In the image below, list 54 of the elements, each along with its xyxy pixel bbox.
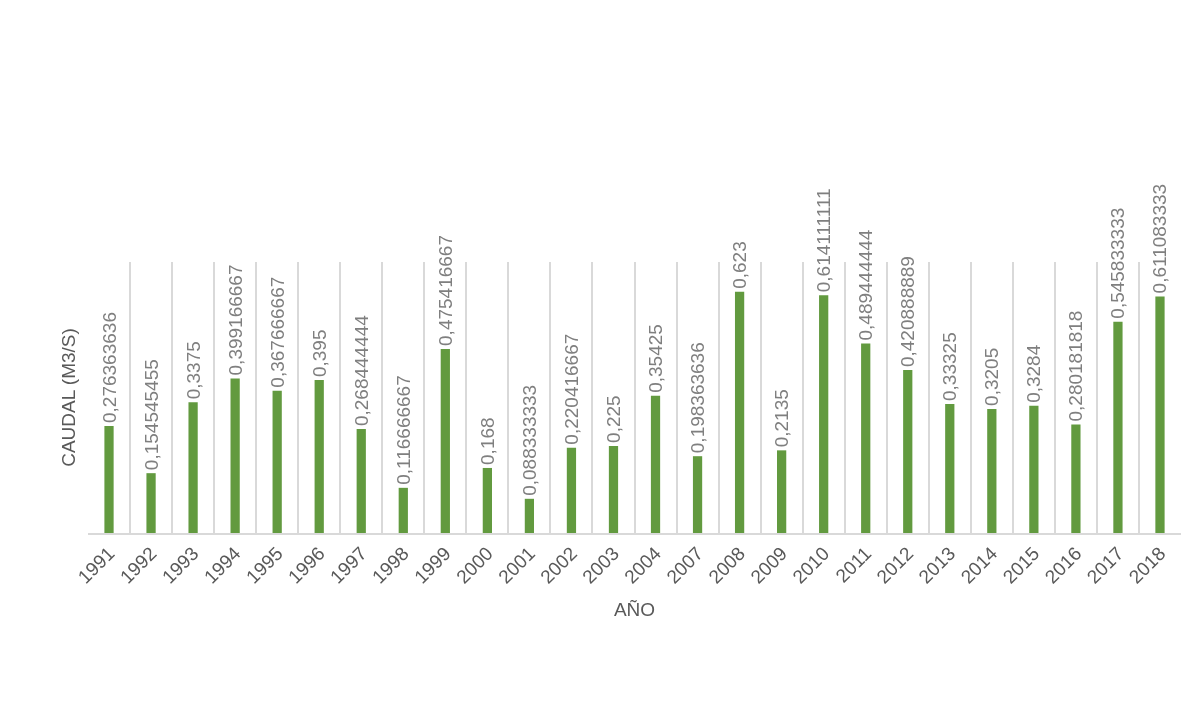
data-label: 0,268444444 — [350, 314, 372, 427]
bar — [524, 498, 535, 533]
bar — [945, 403, 955, 533]
bar — [692, 456, 703, 533]
bar — [314, 380, 324, 533]
data-label: 0,623 — [729, 241, 751, 289]
bar — [777, 450, 787, 533]
bar — [1071, 424, 1081, 533]
bar — [987, 408, 997, 533]
data-label: 0,3375 — [182, 341, 204, 400]
bar — [104, 426, 114, 533]
bar — [356, 429, 366, 533]
bar — [146, 473, 156, 533]
bar — [1155, 296, 1165, 533]
data-label: 0,168 — [476, 417, 498, 465]
bar — [1113, 321, 1123, 533]
data-label: 0,420888889 — [897, 256, 919, 368]
data-label: 0,614111111 — [813, 188, 835, 293]
data-label: 0,116666667 — [392, 375, 414, 485]
bar — [272, 390, 282, 533]
data-label: 0,3284 — [1023, 344, 1045, 403]
bar — [903, 370, 913, 533]
bar — [861, 343, 871, 533]
bar — [230, 378, 240, 533]
data-label: 0,2135 — [771, 389, 793, 448]
bar — [440, 348, 450, 533]
data-label: 0,3205 — [981, 347, 1003, 406]
bar — [608, 445, 619, 533]
data-label: 0,280181818 — [1065, 310, 1087, 422]
data-label: 0,489444444 — [855, 229, 877, 341]
data-label: 0,395 — [308, 329, 330, 378]
bar — [734, 291, 745, 533]
bar — [566, 447, 577, 533]
data-label: 0,154545455 — [140, 359, 162, 471]
bar — [650, 395, 661, 533]
data-label: 0,611083333 — [1149, 183, 1171, 294]
y-axis-title: CAUDAL (M3/S) — [57, 328, 79, 467]
bar — [398, 487, 408, 533]
data-label: 0,198363636 — [687, 342, 709, 454]
bar — [482, 467, 492, 533]
data-label: 0,367666667 — [266, 276, 288, 388]
data-label: 0,088333333 — [518, 384, 540, 496]
data-label: 0,33325 — [939, 332, 961, 401]
data-label: 0,35425 — [645, 324, 667, 393]
data-label: 0,225 — [602, 395, 624, 443]
bar — [819, 295, 829, 533]
x-axis-title: AÑO — [613, 598, 656, 620]
bar — [188, 402, 198, 533]
bar — [1029, 405, 1039, 533]
data-label: 0,276363636 — [98, 312, 120, 424]
data-label: 0,220416667 — [560, 333, 582, 445]
data-label: 0,399166667 — [224, 264, 246, 376]
data-label: 0,545833333 — [1107, 207, 1129, 319]
data-label: 0,475416667 — [434, 235, 456, 346]
